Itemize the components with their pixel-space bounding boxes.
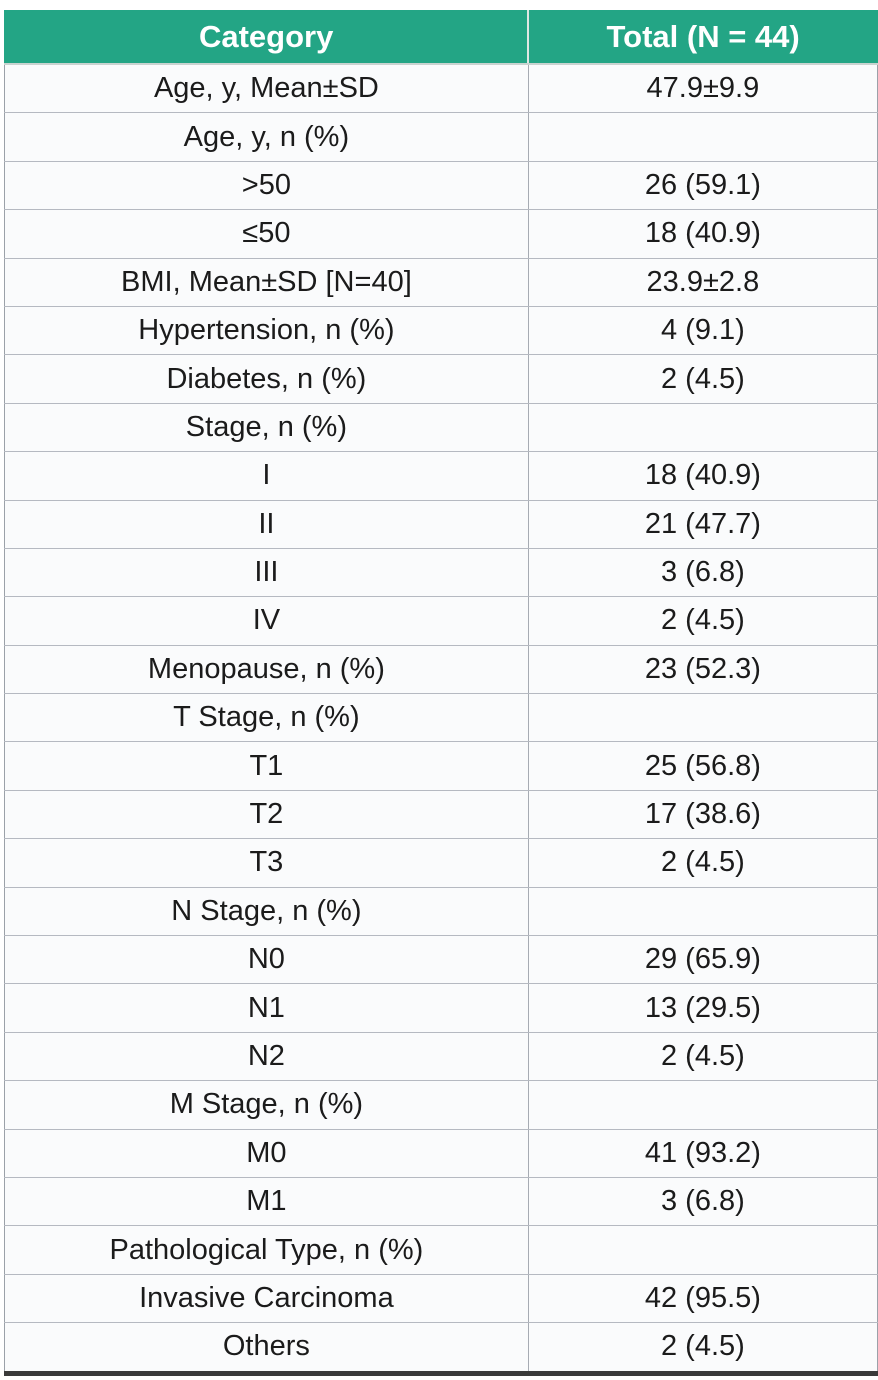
category-cell: Age, y, n (%) <box>4 112 529 162</box>
total-cell: 26 (59.1) <box>528 160 878 211</box>
table-row: II 21 (47.7) <box>4 499 878 549</box>
total-cell: 42 (95.5) <box>528 1273 878 1324</box>
category-cell: BMI, Mean±SD [N=40] <box>4 257 529 307</box>
total-cell: 2 (4.5) <box>528 1322 878 1374</box>
total-cell: 21 (47.7) <box>528 499 878 549</box>
total-cell: 29 (65.9) <box>528 935 878 985</box>
category-cell: Pathological Type, n (%) <box>4 1225 529 1275</box>
category-cell: N1 <box>4 983 529 1033</box>
total-cell: 18 (40.9) <box>528 209 878 259</box>
category-cell: ≤50 <box>4 209 529 259</box>
table-row: Invasive Carcinoma 42 (95.5) <box>4 1273 878 1324</box>
table-row: N2 2 (4.5) <box>4 1031 878 1082</box>
total-cell <box>528 886 878 937</box>
table-row: Stage, n (%) <box>4 402 878 453</box>
total-cell <box>528 1080 878 1130</box>
category-cell: Invasive Carcinoma <box>4 1273 529 1324</box>
table-row: T Stage, n (%) <box>4 693 878 743</box>
table-row: M0 41 (93.2) <box>4 1128 878 1178</box>
table-row: Age, y, n (%) <box>4 112 878 162</box>
table-row: Pathological Type, n (%) <box>4 1225 878 1275</box>
table-row: T3 2 (4.5) <box>4 838 878 888</box>
category-cell: N Stage, n (%) <box>4 886 529 937</box>
total-cell <box>528 112 878 162</box>
table-row: T1 25 (56.8) <box>4 741 878 791</box>
total-cell: 18 (40.9) <box>528 451 878 501</box>
category-cell: M Stage, n (%) <box>4 1080 529 1130</box>
total-cell: 2 (4.5) <box>528 1031 878 1082</box>
total-cell: 41 (93.2) <box>528 1128 878 1178</box>
total-cell: 17 (38.6) <box>528 789 878 840</box>
table-row: Age, y, Mean±SD 47.9±9.9 <box>4 63 878 114</box>
category-cell: Stage, n (%) <box>4 402 529 453</box>
table-row: ≤50 18 (40.9) <box>4 209 878 259</box>
table-row: N Stage, n (%) <box>4 886 878 937</box>
total-cell: 2 (4.5) <box>528 596 878 646</box>
category-cell: T Stage, n (%) <box>4 693 529 743</box>
total-cell: 47.9±9.9 <box>528 63 878 114</box>
table-row: M1 3 (6.8) <box>4 1176 878 1227</box>
total-cell: 3 (6.8) <box>528 1176 878 1227</box>
category-cell: M0 <box>4 1128 529 1178</box>
total-cell <box>528 693 878 743</box>
table-row: >50 26 (59.1) <box>4 160 878 211</box>
header-row: Category Total (N = 44) <box>4 10 878 65</box>
total-cell: 23.9±2.8 <box>528 257 878 307</box>
table-row: Others 2 (4.5) <box>4 1322 878 1374</box>
category-cell: T3 <box>4 838 529 888</box>
table-row: N1 13 (29.5) <box>4 983 878 1033</box>
category-cell: >50 <box>4 160 529 211</box>
table-header: Category Total (N = 44) <box>4 10 878 65</box>
table-row: Diabetes, n (%) 2 (4.5) <box>4 354 878 404</box>
total-cell: 3 (6.8) <box>528 547 878 598</box>
total-cell: 23 (52.3) <box>528 644 878 695</box>
total-cell: 25 (56.8) <box>528 741 878 791</box>
total-cell <box>528 402 878 453</box>
category-cell: II <box>4 499 529 549</box>
category-cell: N0 <box>4 935 529 985</box>
table-row: N0 29 (65.9) <box>4 935 878 985</box>
category-cell: T2 <box>4 789 529 840</box>
category-cell: Hypertension, n (%) <box>4 305 529 356</box>
category-cell: Diabetes, n (%) <box>4 354 529 404</box>
category-cell: M1 <box>4 1176 529 1227</box>
column-header-total: Total (N = 44) <box>527 10 878 65</box>
category-cell: III <box>4 547 529 598</box>
total-cell <box>528 1225 878 1275</box>
category-cell: Age, y, Mean±SD <box>4 63 529 114</box>
total-cell: 2 (4.5) <box>528 354 878 404</box>
characteristics-table: Category Total (N = 44) Age, y, Mean±SD … <box>4 10 878 1376</box>
total-cell: 13 (29.5) <box>528 983 878 1033</box>
table-row: T2 17 (38.6) <box>4 789 878 840</box>
category-cell: N2 <box>4 1031 529 1082</box>
category-cell: IV <box>4 596 529 646</box>
column-header-category: Category <box>4 10 529 65</box>
table-row: III 3 (6.8) <box>4 547 878 598</box>
table-row: Menopause, n (%) 23 (52.3) <box>4 644 878 695</box>
table-row: BMI, Mean±SD [N=40] 23.9±2.8 <box>4 257 878 307</box>
table-row: I 18 (40.9) <box>4 451 878 501</box>
table-row: IV 2 (4.5) <box>4 596 878 646</box>
category-cell: I <box>4 451 529 501</box>
total-cell: 2 (4.5) <box>528 838 878 888</box>
table-body: Age, y, Mean±SD 47.9±9.9 Age, y, n (%) >… <box>4 63 878 1374</box>
characteristics-table-container: Category Total (N = 44) Age, y, Mean±SD … <box>4 10 878 1376</box>
table-row: Hypertension, n (%) 4 (9.1) <box>4 305 878 356</box>
table-row: M Stage, n (%) <box>4 1080 878 1130</box>
category-cell: Menopause, n (%) <box>4 644 529 695</box>
category-cell: Others <box>4 1322 529 1374</box>
category-cell: T1 <box>4 741 529 791</box>
total-cell: 4 (9.1) <box>528 305 878 356</box>
